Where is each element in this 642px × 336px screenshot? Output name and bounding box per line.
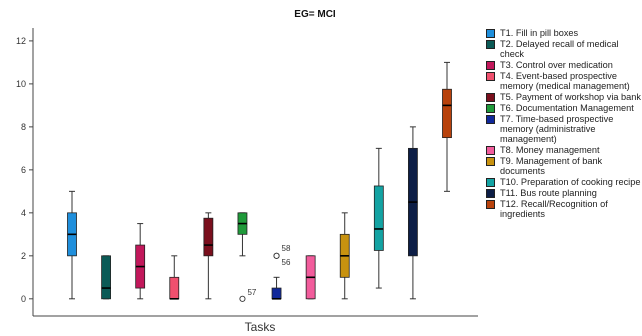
legend-item-t8: T8. Money management bbox=[486, 145, 642, 155]
y-tick-label: 6 bbox=[21, 165, 26, 175]
box-8 bbox=[305, 255, 316, 300]
legend-item-t6: T6. Documentation Management bbox=[486, 103, 642, 113]
box-3 bbox=[135, 223, 146, 300]
box-9 bbox=[339, 212, 350, 300]
legend-label: T9. Management of bank documents bbox=[500, 156, 603, 176]
legend-swatch bbox=[486, 104, 495, 113]
legend-swatch bbox=[486, 115, 495, 124]
legend-label: T2. Delayed recall of medical check bbox=[500, 39, 619, 59]
legend-item-t7: T7. Time-based prospective memory (admin… bbox=[486, 114, 642, 144]
y-tick-label: 2 bbox=[21, 251, 26, 261]
legend-swatch bbox=[486, 178, 495, 187]
iqr-box bbox=[203, 217, 214, 257]
y-tick-label: 4 bbox=[21, 208, 26, 218]
outlier-point bbox=[273, 252, 280, 259]
legend-item-t2: T2. Delayed recall of medical check bbox=[486, 39, 642, 59]
legend-swatch bbox=[486, 146, 495, 155]
legend-label: T4. Event-based prospective memory (medi… bbox=[500, 71, 630, 91]
legend-swatch bbox=[486, 40, 495, 49]
y-tick-label: 12 bbox=[16, 36, 26, 46]
iqr-box bbox=[373, 185, 384, 251]
legend-label: T8. Money management bbox=[500, 145, 600, 155]
y-tick-label: 8 bbox=[21, 122, 26, 132]
legend-item-t4: T4. Event-based prospective memory (medi… bbox=[486, 71, 642, 91]
box-layer: 57 58 56 bbox=[67, 61, 452, 302]
y-tick-label: 10 bbox=[16, 79, 26, 89]
legend-label: T10. Preparation of cooking recipe bbox=[500, 177, 641, 187]
box-1 bbox=[67, 190, 77, 300]
legend-item-t12: T12. Recall/Recognition of ingredients bbox=[486, 199, 642, 219]
box-12 bbox=[442, 61, 452, 192]
legend-label: T12. Recall/Recognition of ingredients bbox=[500, 199, 608, 219]
axis-layer: 0 2 4 6 8 10 12 bbox=[16, 28, 478, 317]
legend-swatch bbox=[486, 189, 495, 198]
chart-title: EG= MCI bbox=[294, 9, 336, 20]
legend-item-t9: T9. Management of bank documents bbox=[486, 156, 642, 176]
legend-swatch bbox=[486, 72, 495, 81]
legend-swatch bbox=[486, 157, 495, 166]
legend-item-t11: T11. Bus route planning bbox=[486, 188, 642, 198]
box-11 bbox=[408, 126, 418, 300]
y-tick-label: 0 bbox=[21, 294, 26, 304]
iqr-box bbox=[169, 276, 180, 300]
legend-item-t5: T5. Payment of workshop via bank bbox=[486, 92, 642, 102]
box-2 bbox=[101, 255, 111, 300]
legend-label: T7. Time-based prospective memory (admin… bbox=[500, 114, 614, 144]
box-4 bbox=[169, 255, 180, 300]
box-6: 57 bbox=[237, 212, 257, 302]
legend-item-t1: T1. Fill in pill boxes bbox=[486, 28, 642, 38]
box-5 bbox=[203, 212, 214, 300]
box-10 bbox=[373, 147, 384, 289]
legend-swatch bbox=[486, 29, 495, 38]
outlier-label: 56 bbox=[282, 258, 291, 267]
legend-swatch bbox=[486, 61, 495, 70]
x-axis-label: Tasks bbox=[245, 320, 276, 334]
outlier-point bbox=[239, 295, 246, 302]
iqr-box bbox=[101, 255, 111, 300]
legend-swatch bbox=[486, 200, 495, 209]
legend-item-t10: T10. Preparation of cooking recipe bbox=[486, 177, 642, 187]
iqr-box bbox=[271, 287, 282, 300]
legend-label: T5. Payment of workshop via bank bbox=[500, 92, 641, 102]
legend-item-t3: T3. Control over medication bbox=[486, 60, 642, 70]
legend-swatch bbox=[486, 93, 495, 102]
iqr-box bbox=[442, 88, 452, 139]
legend-label: T6. Documentation Management bbox=[500, 103, 634, 113]
outlier-label: 57 bbox=[247, 288, 256, 297]
legend-label: T11. Bus route planning bbox=[500, 188, 597, 198]
legend-label: T3. Control over medication bbox=[500, 60, 613, 70]
legend-label: T1. Fill in pill boxes bbox=[500, 28, 579, 38]
outlier-label: 58 bbox=[282, 244, 291, 253]
legend: T1. Fill in pill boxes T2. Delayed recall… bbox=[486, 28, 642, 220]
box-7: 58 56 bbox=[271, 244, 291, 300]
